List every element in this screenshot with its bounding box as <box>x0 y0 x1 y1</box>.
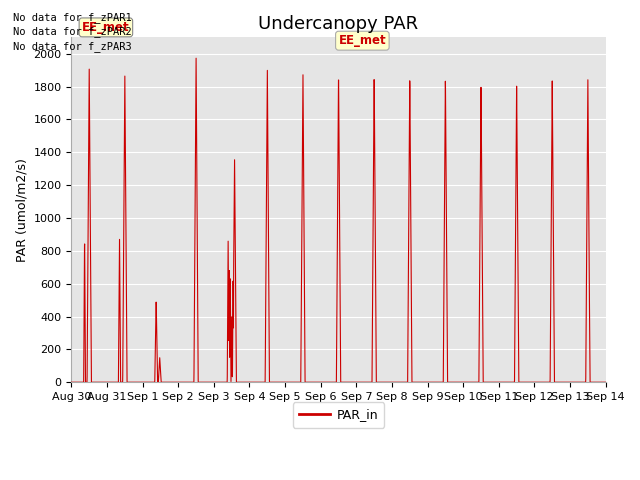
Text: No data for f_zPAR1: No data for f_zPAR1 <box>13 12 132 23</box>
Y-axis label: PAR (umol/m2/s): PAR (umol/m2/s) <box>15 158 28 262</box>
Text: EE_met: EE_met <box>339 34 386 47</box>
Legend: PAR_in: PAR_in <box>292 402 385 428</box>
Text: No data for f_zPAR2: No data for f_zPAR2 <box>13 26 132 37</box>
Text: EE_met: EE_met <box>82 21 130 34</box>
Title: Undercanopy PAR: Undercanopy PAR <box>259 15 419 33</box>
Text: No data for f_zPAR3: No data for f_zPAR3 <box>13 41 132 52</box>
